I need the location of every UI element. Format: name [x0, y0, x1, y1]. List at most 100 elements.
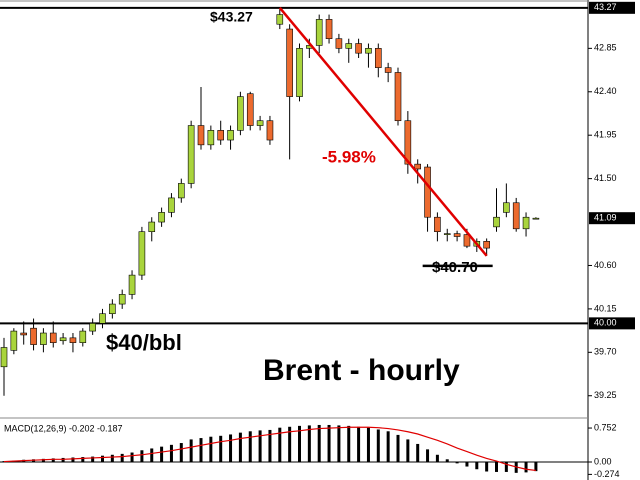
candle-body — [266, 120, 274, 141]
candle-body — [463, 234, 471, 247]
candle-body — [178, 183, 185, 199]
macd-bar — [169, 444, 173, 463]
candle-body — [384, 67, 392, 73]
candle-body — [296, 48, 303, 97]
y-tick-label: 41.95 — [594, 130, 617, 140]
macd-bar — [81, 457, 85, 463]
macd-bar — [101, 455, 104, 463]
macd-bar — [179, 443, 183, 463]
candle-body — [256, 120, 264, 126]
macd-bar — [229, 434, 233, 463]
candle-body — [30, 327, 37, 345]
candle-body — [0, 347, 8, 368]
candle-body — [118, 294, 126, 305]
candle-body — [138, 231, 146, 276]
macd-bar — [61, 457, 65, 463]
macd-bar — [219, 435, 223, 463]
macd-bar — [307, 425, 311, 463]
last-price-label: 41.09 — [594, 213, 617, 223]
y-tick-label: 0.00 — [594, 456, 612, 466]
last-price-box — [589, 212, 635, 225]
macd-bar — [140, 450, 144, 463]
candle-body — [89, 323, 96, 332]
candle-body — [20, 332, 28, 336]
annotation: Brent - hourly — [263, 354, 460, 387]
candle-body — [187, 125, 195, 184]
candle-body — [286, 28, 293, 97]
macd-bar — [455, 462, 459, 464]
macd-bar — [366, 427, 370, 463]
candle-body — [414, 163, 422, 170]
candle-body — [40, 332, 47, 345]
y-tick-label: 0.752 — [594, 422, 617, 432]
signal-line — [3, 426, 536, 472]
candle-body — [522, 216, 530, 230]
macd-bar — [504, 462, 508, 472]
macd-bar — [495, 462, 498, 472]
y-tick-label: 42.40 — [594, 86, 617, 96]
candle-body — [227, 130, 234, 141]
annotation: $43.27 — [210, 9, 253, 25]
macd-bar — [248, 431, 252, 463]
candle-body — [99, 313, 106, 324]
macd-bar — [534, 462, 538, 472]
macd-bar — [51, 458, 55, 463]
macd-bar — [376, 429, 380, 463]
y-tick-label: 40.60 — [594, 260, 617, 270]
candle-body — [207, 130, 215, 146]
y-tick-label: 41.50 — [594, 173, 617, 183]
candle-body — [79, 330, 87, 343]
candle-body — [10, 330, 18, 351]
macd-bar — [357, 426, 361, 463]
macd-bar — [189, 439, 193, 463]
level-label-box — [589, 317, 635, 330]
macd-bar — [386, 431, 390, 463]
candle-body — [453, 233, 461, 237]
macd-bar — [288, 426, 292, 463]
candle-body — [493, 216, 500, 228]
candle-body — [315, 19, 323, 46]
macd-bar — [110, 454, 114, 463]
macd-bar — [445, 459, 449, 463]
candle-body — [424, 166, 431, 218]
macd-bar — [160, 446, 164, 463]
macd-bar — [337, 425, 341, 463]
macd-bar — [465, 462, 469, 467]
macd-bar — [150, 448, 154, 463]
macd-bar — [41, 458, 45, 463]
macd-bar — [396, 434, 400, 463]
y-tick-label: -0.274 — [594, 469, 620, 479]
trend-line — [278, 7, 488, 257]
level-label: 40.00 — [594, 318, 617, 328]
y-tick-label: 42.85 — [594, 43, 617, 53]
candle-body — [345, 43, 353, 49]
candle-body — [374, 48, 382, 68]
candle-body — [325, 19, 333, 40]
annotation: $40/bbl — [106, 330, 182, 355]
macd-bar — [209, 436, 213, 463]
macd-bar — [317, 424, 321, 463]
macd-bar — [426, 449, 430, 463]
macd-bar — [406, 439, 410, 463]
candle-body — [503, 202, 510, 213]
candle-body — [168, 197, 175, 213]
macd-bar — [238, 432, 242, 463]
candle-body — [49, 332, 57, 343]
candle-body — [276, 14, 284, 25]
candle-body — [237, 96, 244, 131]
level-label-box — [589, 1, 635, 14]
y-tick-label: 40.15 — [594, 303, 617, 313]
candle-body — [197, 125, 205, 146]
macd-bar — [475, 462, 479, 470]
candle-body — [443, 233, 451, 235]
macd-bar — [435, 454, 439, 463]
candle-body — [512, 202, 520, 230]
candle-body — [128, 274, 136, 295]
macd-bar — [71, 457, 75, 463]
macd-bar — [485, 462, 489, 472]
candle-body — [158, 212, 165, 223]
y-tick-label: 39.70 — [594, 347, 617, 357]
candle-body — [69, 337, 77, 343]
candle-body — [335, 38, 343, 49]
